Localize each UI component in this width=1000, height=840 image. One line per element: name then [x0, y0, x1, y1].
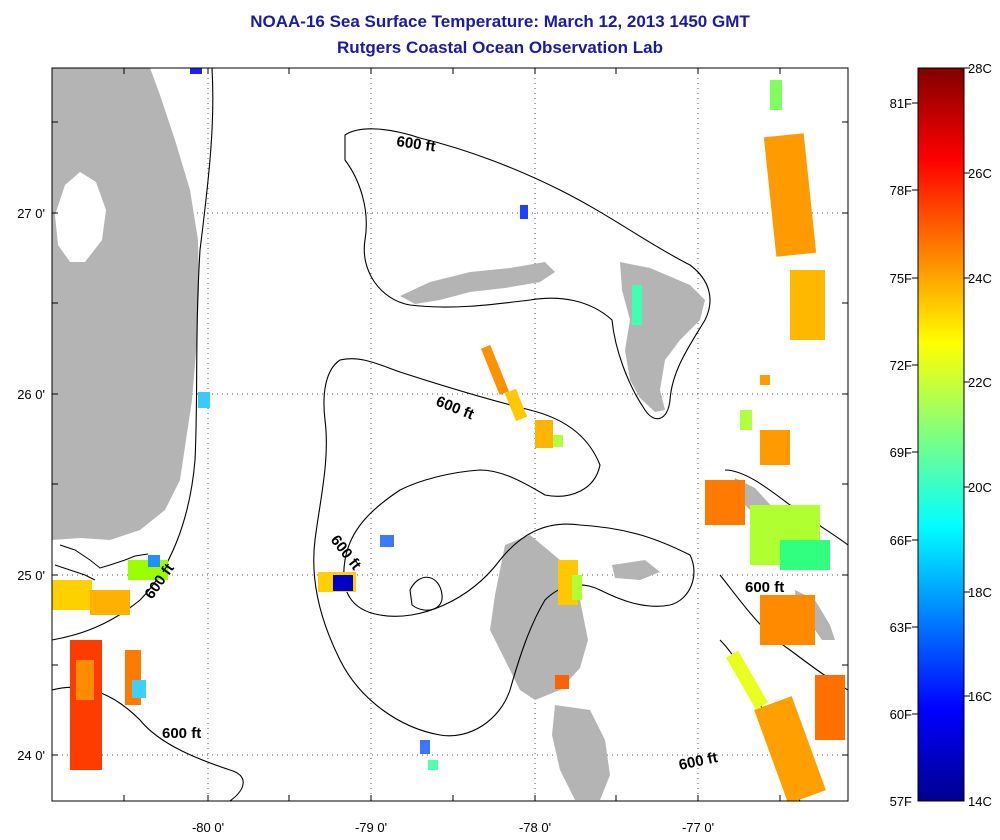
- latitude-labels: 27 0' 26 0' 25 0' 24 0': [17, 206, 45, 763]
- celsius-label: 24C: [968, 271, 992, 286]
- fahrenheit-label: 72F: [890, 358, 912, 373]
- little-bahama-bank: [400, 262, 555, 304]
- contour-labels: 600 ft 600 ft 600 ft 600 ft 600 ft 600 f…: [141, 133, 784, 774]
- temperature-colorbar: [917, 67, 965, 802]
- fahrenheit-label: 81F: [890, 96, 912, 111]
- celsius-label: 28C: [968, 61, 992, 76]
- lon-label: -77 0': [682, 820, 714, 835]
- map-title: NOAA-16 Sea Surface Temperature: March 1…: [250, 12, 750, 31]
- celsius-label: 26C: [968, 166, 992, 181]
- contour-label-southwest: 600 ft: [162, 725, 201, 742]
- lon-label: -80 0': [192, 820, 224, 835]
- colorbar-ticks: [912, 67, 970, 715]
- map-subtitle: Rutgers Coastal Ocean Observation Lab: [337, 38, 663, 57]
- longitude-labels: -80 0' -79 0' -78 0' -77 0': [192, 820, 714, 835]
- colorbar-fahrenheit-labels: 81F 78F 75F 72F 69F 66F 63F 60F 57F: [890, 96, 912, 809]
- fahrenheit-label: 75F: [890, 271, 912, 286]
- lat-label: 27 0': [17, 206, 45, 221]
- exuma-fragment: [612, 560, 660, 580]
- colorbar-celsius-labels: 28C 26C 24C 22C 20C 18C 16C 14C: [968, 61, 992, 809]
- celsius-label: 14C: [968, 794, 992, 809]
- contour-label-north: 600 ft: [395, 133, 436, 155]
- florida-keys-coast: [54, 544, 149, 581]
- celsius-label: 16C: [968, 689, 992, 704]
- lat-label: 25 0': [17, 568, 45, 583]
- celsius-label: 20C: [968, 480, 992, 495]
- fahrenheit-label: 78F: [890, 183, 912, 198]
- contour-label-east: 600 ft: [745, 579, 784, 596]
- map-frame: [51, 67, 849, 802]
- fahrenheit-label: 60F: [890, 707, 912, 722]
- lon-label: -78 0': [519, 820, 551, 835]
- fahrenheit-label: 57F: [890, 794, 912, 809]
- fahrenheit-label: 63F: [890, 620, 912, 635]
- lon-label: -79 0': [355, 820, 387, 835]
- sst-data-pixels: [52, 68, 845, 801]
- celsius-label: 22C: [968, 375, 992, 390]
- lat-label: 26 0': [17, 387, 45, 402]
- andros-south: [552, 705, 610, 800]
- fahrenheit-label: 66F: [890, 533, 912, 548]
- lake-okeechobee: [55, 172, 106, 262]
- lat-label: 24 0': [17, 748, 45, 763]
- axis-ticks: [52, 68, 848, 801]
- fahrenheit-label: 69F: [890, 445, 912, 460]
- celsius-label: 18C: [968, 585, 992, 600]
